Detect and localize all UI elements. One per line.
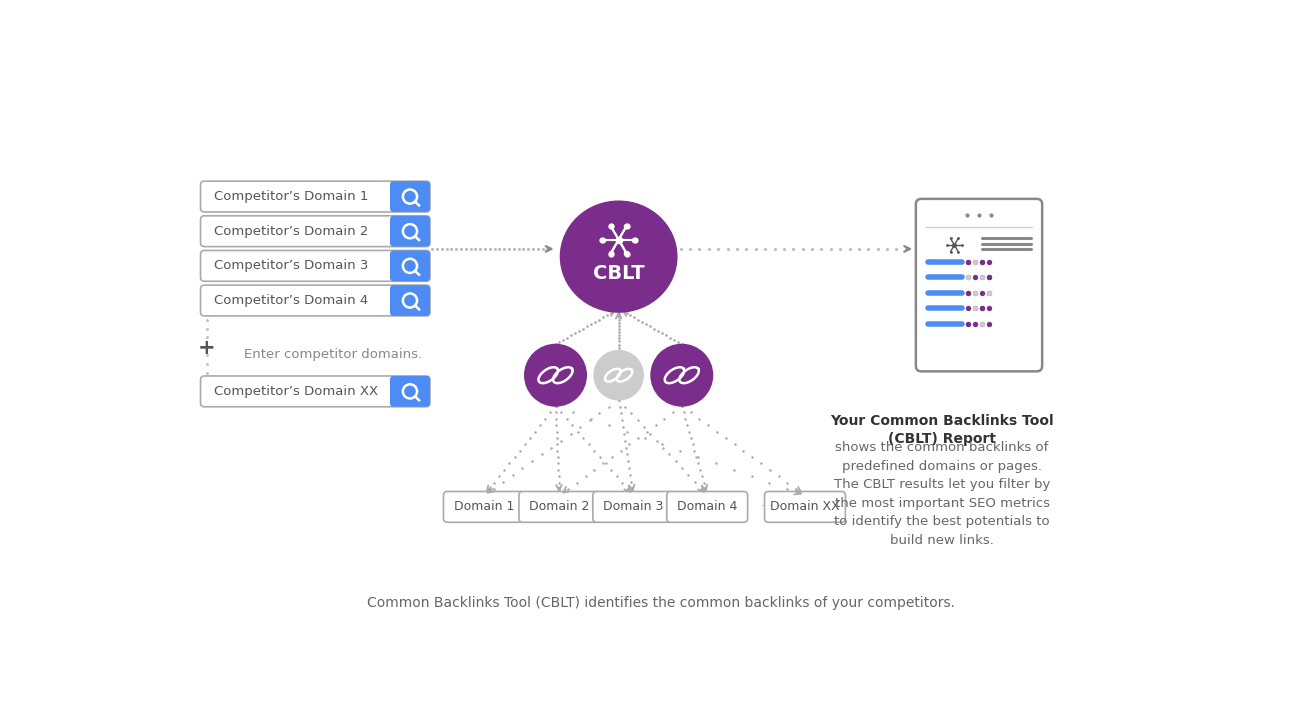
Text: Your Common Backlinks Tool
(CBLT) Report: Your Common Backlinks Tool (CBLT) Report — [830, 413, 1054, 446]
FancyBboxPatch shape — [201, 376, 431, 407]
Text: Common Backlinks Tool (CBLT) identifies the common backlinks of your competitors: Common Backlinks Tool (CBLT) identifies … — [366, 596, 955, 610]
Text: +: + — [199, 338, 215, 358]
Text: Domain 2: Domain 2 — [530, 501, 589, 513]
Text: Domain XX: Domain XX — [770, 501, 840, 513]
FancyBboxPatch shape — [391, 216, 431, 246]
Text: Domain 4: Domain 4 — [677, 501, 737, 513]
Text: Enter competitor domains.: Enter competitor domains. — [245, 348, 423, 361]
FancyBboxPatch shape — [201, 285, 431, 316]
FancyBboxPatch shape — [519, 491, 599, 522]
FancyBboxPatch shape — [391, 181, 431, 212]
Text: Competitor’s Domain 4: Competitor’s Domain 4 — [214, 294, 369, 307]
FancyBboxPatch shape — [201, 216, 431, 246]
Ellipse shape — [561, 201, 677, 312]
FancyBboxPatch shape — [593, 491, 674, 522]
FancyBboxPatch shape — [201, 181, 431, 212]
Text: · · ·: · · · — [761, 501, 781, 513]
Circle shape — [525, 344, 586, 406]
FancyBboxPatch shape — [201, 251, 431, 281]
Text: Competitor’s Domain 2: Competitor’s Domain 2 — [214, 225, 369, 238]
Text: CBLT: CBLT — [593, 264, 644, 283]
FancyBboxPatch shape — [443, 491, 525, 522]
FancyBboxPatch shape — [391, 251, 431, 281]
Text: Domain 1: Domain 1 — [454, 501, 514, 513]
Text: shows the common backlinks of
predefined domains or pages.
The CBLT results let : shows the common backlinks of predefined… — [834, 441, 1051, 547]
FancyBboxPatch shape — [916, 199, 1042, 371]
FancyBboxPatch shape — [391, 285, 431, 316]
Text: Domain 3: Domain 3 — [603, 501, 664, 513]
Text: Competitor’s Domain 3: Competitor’s Domain 3 — [214, 259, 369, 272]
Text: Competitor’s Domain XX: Competitor’s Domain XX — [214, 385, 379, 398]
Circle shape — [651, 344, 713, 406]
Circle shape — [594, 351, 643, 400]
FancyBboxPatch shape — [666, 491, 748, 522]
FancyBboxPatch shape — [764, 491, 846, 522]
Text: Competitor’s Domain 1: Competitor’s Domain 1 — [214, 190, 369, 203]
FancyBboxPatch shape — [391, 376, 431, 407]
